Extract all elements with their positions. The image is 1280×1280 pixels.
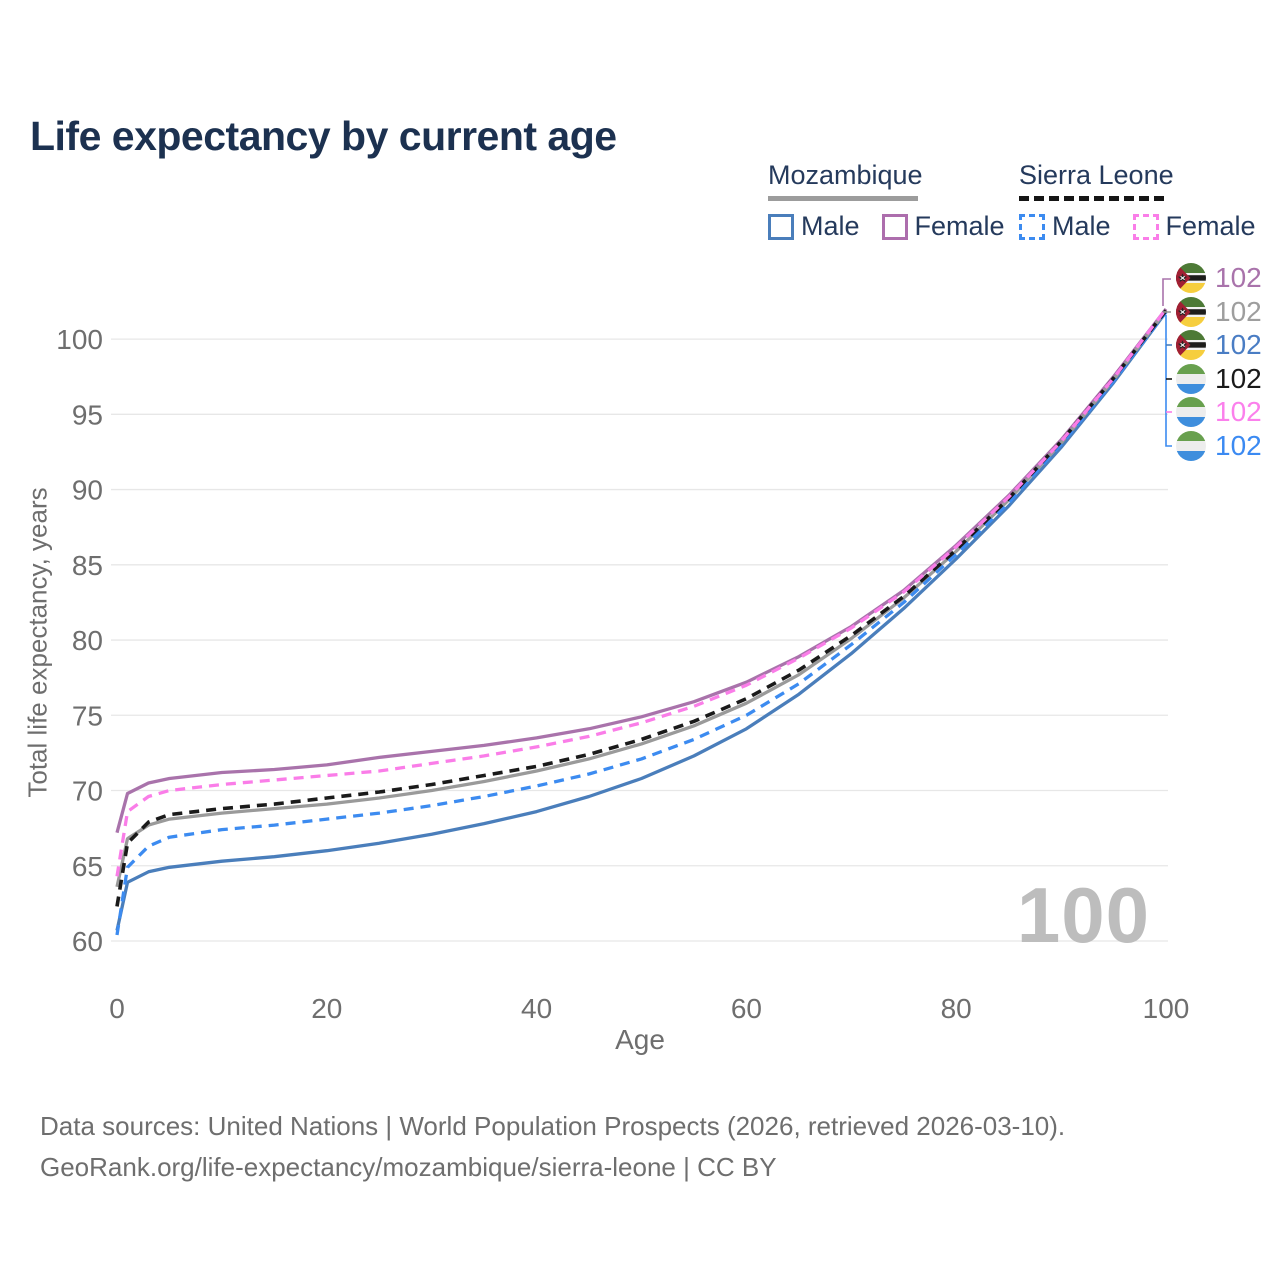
mozambique-flag-icon xyxy=(1176,297,1206,327)
legend-swatch-solid-male xyxy=(768,213,794,240)
sierra-leone-flag-icon xyxy=(1176,397,1206,427)
y-axis-title: Total life expectancy, years xyxy=(22,487,53,798)
series-line-moz-female[interactable] xyxy=(115,307,1168,834)
series-line-moz-male[interactable] xyxy=(115,311,1168,931)
end-label-moz-total: 102 xyxy=(1176,296,1262,327)
legend-group-sierra-leone: Sierra Leone Male Female xyxy=(1019,160,1256,242)
legend-country-sierra-leone[interactable]: Sierra Leone xyxy=(1019,160,1174,190)
x-axis-title: Age xyxy=(615,1024,665,1055)
y-tick-90: 90 xyxy=(72,475,103,506)
y-axis-tick-labels: 60 65 70 75 80 85 90 95 100 xyxy=(56,324,103,957)
end-label-moz-male: 102 xyxy=(1176,329,1262,360)
mozambique-flag-icon xyxy=(1176,330,1206,360)
series-line-moz-total[interactable] xyxy=(115,309,1168,888)
x-tick-80: 80 xyxy=(941,993,972,1024)
legend-item-mozambique-male[interactable]: Male xyxy=(768,211,860,242)
sierra-leone-flag-icon xyxy=(1176,364,1206,394)
mozambique-flag-icon xyxy=(1176,263,1206,293)
legend-country-mozambique[interactable]: Mozambique xyxy=(768,160,923,190)
end-label-moz-female: 102 xyxy=(1176,262,1262,293)
legend-rule-mozambique xyxy=(768,196,918,201)
connector-sl-male xyxy=(1165,315,1172,447)
series-line-sl-female[interactable] xyxy=(115,308,1168,877)
legend-group-mozambique: Mozambique Male Female xyxy=(768,160,1005,242)
y-tick-75: 75 xyxy=(72,700,103,731)
legend-swatch-dashed-male xyxy=(1019,213,1045,240)
series-lines xyxy=(115,307,1168,936)
y-tick-70: 70 xyxy=(72,776,103,807)
end-label-sl-male: 102 xyxy=(1176,430,1262,461)
y-tick-80: 80 xyxy=(72,625,103,656)
x-tick-100: 100 xyxy=(1143,993,1190,1024)
legend-swatch-solid-female xyxy=(881,213,908,240)
x-tick-0: 0 xyxy=(109,993,125,1024)
x-tick-40: 40 xyxy=(521,993,552,1024)
end-label-sl-total: 102 xyxy=(1176,363,1262,394)
y-tick-95: 95 xyxy=(72,399,103,430)
y-tick-85: 85 xyxy=(72,550,103,581)
age-counter-watermark: 100 xyxy=(1016,871,1150,959)
connector-moz-female xyxy=(1162,278,1171,306)
legend-item-sierra-leone-female[interactable]: Female xyxy=(1132,211,1256,242)
end-label-sl-female: 102 xyxy=(1176,396,1262,427)
series-line-sl-total[interactable] xyxy=(115,309,1168,907)
y-tick-60: 60 xyxy=(72,926,103,957)
footer-data-sources: Data sources: United Nations | World Pop… xyxy=(40,1111,1066,1141)
sierra-leone-flag-icon xyxy=(1176,431,1206,461)
footer-attribution: GeoRank.org/life-expectancy/mozambique/s… xyxy=(40,1152,777,1182)
end-label-connectors xyxy=(1162,278,1172,447)
legend-item-sierra-leone-male[interactable]: Male xyxy=(1019,211,1111,242)
y-tick-65: 65 xyxy=(72,851,103,882)
x-tick-20: 20 xyxy=(311,993,342,1024)
page-title: Life expectancy by current age xyxy=(30,113,617,160)
y-tick-100: 100 xyxy=(56,324,103,355)
x-axis-tick-labels: 0 20 40 60 80 100 xyxy=(109,993,1189,1024)
legend-swatch-dashed-female xyxy=(1132,213,1159,240)
legend-item-mozambique-female[interactable]: Female xyxy=(881,211,1005,242)
series-line-sl-male[interactable] xyxy=(115,311,1168,936)
x-tick-60: 60 xyxy=(731,993,762,1024)
footer: Data sources: United Nations | World Pop… xyxy=(40,1106,1065,1188)
gridlines xyxy=(111,338,1168,942)
legend-rule-sierra-leone xyxy=(1019,196,1164,201)
